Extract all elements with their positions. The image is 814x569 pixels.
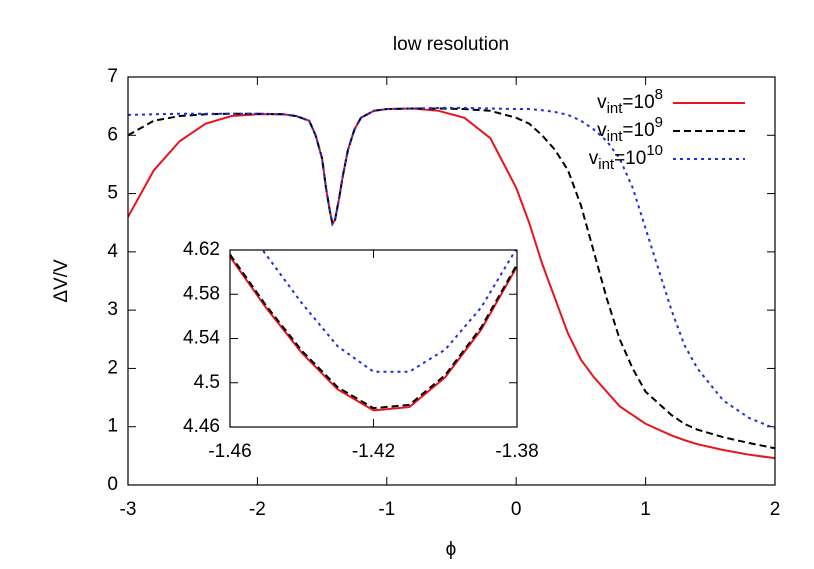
plot-border <box>229 249 518 428</box>
series-line <box>128 106 775 430</box>
y-tick-label: 7 <box>107 66 118 87</box>
y-tick-label: 1 <box>107 416 118 437</box>
y-tick-label: 2 <box>107 357 118 378</box>
x-tick-label: 1 <box>640 499 651 520</box>
legend-label: vint=108 <box>597 86 663 117</box>
y-tick-label: 5 <box>107 183 118 204</box>
y-tick-label: 3 <box>107 299 118 320</box>
y-tick-label: 4 <box>107 241 118 262</box>
series-line <box>230 256 517 412</box>
y-tick-label: 4.58 <box>183 283 220 304</box>
y-tick-label: 4.62 <box>183 239 220 260</box>
x-tick-label: -1 <box>378 499 395 520</box>
y-tick-label: 4.5 <box>194 372 220 393</box>
legend-label: vint=1010 <box>589 142 663 173</box>
plot-lines <box>230 250 517 412</box>
x-tick-label: -1.46 <box>208 441 251 462</box>
legend-label: vint=109 <box>597 114 663 145</box>
x-tick-label: -1.42 <box>352 441 395 462</box>
series-line <box>128 107 775 450</box>
series-line <box>230 253 517 410</box>
x-axis-label: ϕ <box>446 539 457 560</box>
plot-border <box>127 76 776 486</box>
x-tick-label: -1.38 <box>495 441 538 462</box>
x-tick-label: 0 <box>511 499 522 520</box>
x-tick-label: -3 <box>120 499 137 520</box>
y-tick-label: 4.54 <box>183 328 220 349</box>
x-tick-label: -2 <box>249 499 266 520</box>
y-tick-label: 6 <box>107 124 118 145</box>
y-tick-label: 4.46 <box>183 416 220 437</box>
chart-title: low resolution <box>393 34 509 55</box>
plot-lines <box>128 106 775 460</box>
plot-area <box>230 250 517 427</box>
y-tick-label: 0 <box>107 474 118 495</box>
x-tick-label: 2 <box>770 499 781 520</box>
y-axis-label: ΔV/V <box>51 259 72 303</box>
